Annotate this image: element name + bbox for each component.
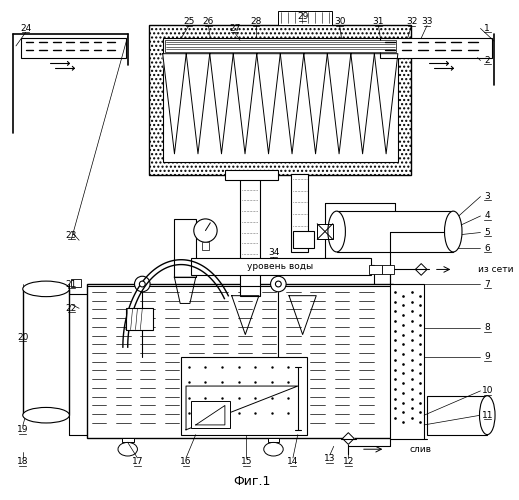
Ellipse shape (480, 396, 495, 434)
Bar (87, 284, 393, 438)
Circle shape (194, 219, 217, 242)
Text: 25: 25 (183, 17, 195, 26)
Text: слив: слив (409, 444, 431, 454)
Bar (337, 211, 453, 252)
Bar (174, 219, 196, 277)
Text: 34: 34 (268, 248, 279, 258)
Ellipse shape (23, 281, 70, 296)
Circle shape (270, 276, 286, 292)
Bar (21, 38, 126, 58)
Polygon shape (174, 277, 196, 303)
Bar (122, 438, 133, 442)
Text: 10: 10 (482, 386, 493, 396)
Bar (149, 24, 412, 175)
Text: 12: 12 (343, 458, 354, 466)
Text: 13: 13 (324, 454, 336, 464)
Polygon shape (280, 54, 304, 154)
Polygon shape (210, 54, 233, 154)
Circle shape (140, 281, 145, 287)
Ellipse shape (118, 442, 138, 456)
Polygon shape (374, 54, 398, 154)
Polygon shape (327, 54, 351, 154)
Ellipse shape (328, 211, 346, 252)
Text: 31: 31 (373, 17, 384, 26)
Text: из сети: из сети (477, 265, 513, 274)
Polygon shape (304, 54, 327, 154)
Text: 1: 1 (484, 24, 490, 33)
Bar (383, 264, 394, 274)
Polygon shape (231, 296, 259, 335)
Text: Фиг.1: Фиг.1 (234, 475, 271, 488)
Bar (126, 308, 153, 330)
Text: 9: 9 (484, 352, 490, 362)
Bar (240, 174, 260, 296)
Bar (23, 289, 70, 415)
Polygon shape (289, 296, 316, 335)
Bar (268, 438, 279, 442)
Polygon shape (415, 264, 427, 276)
Bar (390, 284, 424, 440)
Bar (368, 264, 383, 274)
Text: 28: 28 (250, 17, 262, 26)
Text: 19: 19 (17, 426, 29, 434)
Text: 32: 32 (406, 17, 417, 26)
Polygon shape (186, 54, 210, 154)
Polygon shape (233, 54, 257, 154)
Text: 26: 26 (203, 17, 214, 26)
Polygon shape (162, 54, 186, 154)
Ellipse shape (444, 211, 462, 252)
Bar (165, 40, 396, 52)
Text: 2: 2 (484, 56, 490, 65)
Circle shape (276, 281, 281, 287)
Text: 33: 33 (421, 17, 433, 26)
Text: 15: 15 (240, 458, 252, 466)
Bar (427, 396, 487, 434)
Bar (317, 224, 333, 240)
Text: 4: 4 (484, 212, 490, 220)
Bar (191, 400, 230, 428)
Bar (291, 174, 308, 252)
Text: 29: 29 (297, 12, 308, 22)
Bar (162, 38, 398, 162)
Bar (225, 170, 278, 180)
Text: 17: 17 (132, 458, 143, 466)
Text: 27: 27 (229, 24, 240, 33)
Polygon shape (257, 54, 280, 154)
Text: 30: 30 (334, 17, 345, 26)
Ellipse shape (23, 408, 70, 423)
Text: 20: 20 (17, 333, 29, 342)
Ellipse shape (264, 442, 283, 456)
Text: 14: 14 (287, 458, 298, 466)
Polygon shape (351, 54, 374, 154)
Bar (293, 230, 315, 248)
Text: 11: 11 (482, 410, 493, 420)
Text: 23: 23 (66, 231, 77, 240)
Bar (380, 38, 492, 58)
Text: 21: 21 (66, 280, 77, 288)
Text: 3: 3 (484, 192, 490, 201)
Bar (201, 242, 209, 250)
Text: 7: 7 (484, 280, 490, 288)
Text: 8: 8 (484, 323, 490, 332)
Text: 24: 24 (20, 24, 31, 33)
Bar (191, 258, 371, 276)
Bar (181, 357, 307, 434)
Text: 18: 18 (17, 458, 29, 466)
Text: уровень воды: уровень воды (247, 262, 313, 271)
Polygon shape (343, 432, 354, 444)
Bar (278, 11, 332, 24)
Text: 22: 22 (66, 304, 77, 313)
Text: 5: 5 (484, 228, 490, 237)
Circle shape (134, 276, 150, 292)
Bar (71, 279, 81, 287)
Text: 6: 6 (484, 244, 490, 252)
Polygon shape (196, 406, 225, 425)
Text: 16: 16 (180, 458, 192, 466)
